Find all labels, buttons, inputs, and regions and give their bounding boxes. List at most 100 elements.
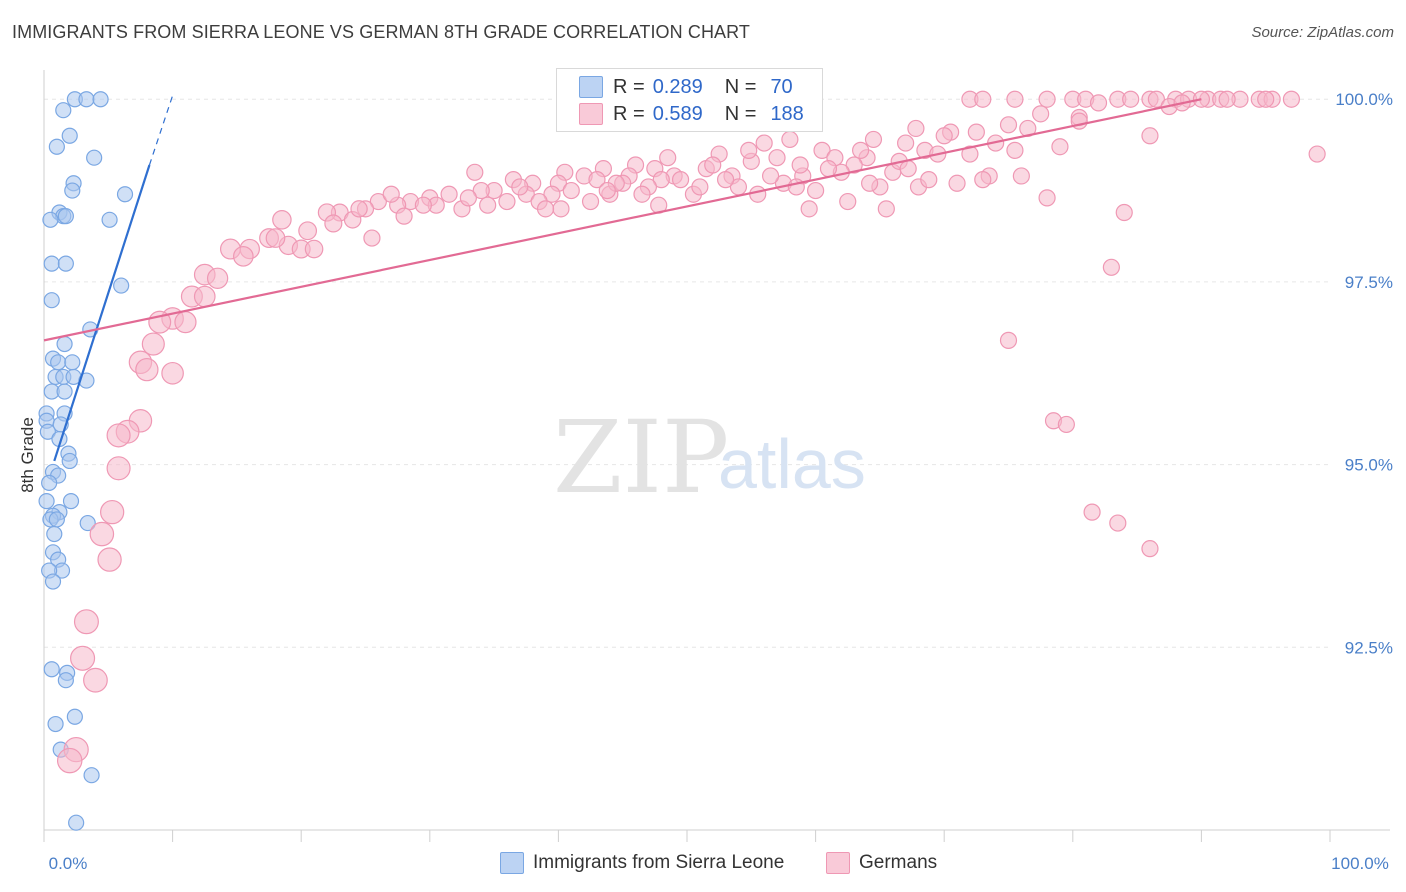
- point-germans: [440, 185, 458, 203]
- point-germans: [845, 156, 863, 174]
- point-germans: [1147, 90, 1165, 108]
- point-germans: [691, 178, 709, 196]
- point-sierra-leone: [56, 383, 73, 400]
- point-germans: [852, 141, 870, 159]
- point-germans: [161, 361, 184, 385]
- series-swatch-sierra-leone: [500, 852, 524, 874]
- point-germans: [395, 207, 413, 225]
- point-sierra-leone: [48, 138, 65, 155]
- point-germans: [999, 116, 1018, 134]
- point-germans: [588, 171, 606, 189]
- point-germans: [974, 171, 992, 189]
- point-germans: [193, 285, 216, 308]
- watermark-atlas: atlas: [718, 425, 866, 503]
- point-germans: [206, 267, 229, 289]
- point-germans: [1089, 94, 1108, 112]
- point-germans: [233, 246, 254, 267]
- point-sierra-leone: [92, 91, 109, 108]
- point-sierra-leone: [64, 182, 81, 199]
- series-legend-sierra-leone: Immigrants from Sierra Leone: [500, 852, 784, 874]
- point-germans: [791, 156, 809, 174]
- point-sierra-leone: [41, 474, 58, 491]
- point-sierra-leone: [57, 672, 74, 689]
- point-germans: [598, 181, 616, 200]
- point-germans: [1038, 189, 1056, 207]
- point-germans: [1218, 90, 1236, 108]
- point-germans: [1115, 203, 1133, 222]
- point-germans: [935, 127, 953, 145]
- point-germans: [382, 185, 400, 203]
- point-sierra-leone: [101, 211, 118, 228]
- series-label-germans: Germans: [859, 852, 938, 873]
- point-germans: [141, 332, 165, 356]
- point-germans: [97, 547, 122, 572]
- x-tick-label-min: 0.0%: [49, 854, 88, 873]
- watermark-zip: ZIP: [553, 399, 729, 516]
- point-germans: [1109, 514, 1127, 532]
- point-germans: [135, 357, 159, 382]
- point-germans: [899, 160, 917, 178]
- point-germans: [459, 189, 477, 207]
- point-sierra-leone: [47, 715, 64, 733]
- y-tick-label: 92.5%: [1345, 638, 1393, 657]
- x-tick-label-max: 100.0%: [1331, 854, 1389, 873]
- point-germans: [73, 609, 99, 635]
- point-germans: [948, 174, 966, 192]
- stats-legend: R = 0.289 N = 70 R = 0.589 N = 188: [556, 68, 823, 132]
- point-germans: [999, 331, 1018, 349]
- legend-n-label: N =: [724, 102, 757, 125]
- point-germans: [749, 185, 767, 203]
- point-germans: [800, 200, 818, 218]
- legend-row-germans: R = 0.589 N = 188: [579, 102, 804, 126]
- point-germans: [89, 521, 115, 547]
- point-germans: [298, 221, 318, 241]
- point-sierra-leone: [44, 573, 62, 590]
- point-germans: [369, 192, 387, 211]
- point-sierra-leone: [78, 91, 95, 108]
- point-germans: [716, 171, 735, 189]
- point-sierra-leone: [57, 208, 74, 225]
- point-germans: [671, 171, 690, 189]
- point-germans: [877, 200, 895, 218]
- point-germans: [562, 181, 580, 200]
- legend-n-value: 70: [770, 75, 793, 98]
- point-germans: [1006, 141, 1024, 159]
- tick-labels: 92.5% 95.0% 97.5% 100.0% 0.0% 100.0%: [49, 90, 1393, 873]
- point-sierra-leone: [83, 767, 100, 784]
- point-germans: [704, 156, 722, 174]
- chart-title: IMMIGRANTS FROM SIERRA LEONE VS GERMAN 8…: [12, 22, 751, 42]
- series-legend-germans: Germans: [826, 852, 937, 874]
- axes: [43, 70, 1390, 842]
- series-swatch-germans: [826, 852, 850, 874]
- point-germans: [581, 192, 600, 211]
- point-germans: [740, 141, 758, 159]
- point-sierra-leone: [61, 452, 78, 470]
- point-germans: [920, 171, 938, 189]
- point-germans: [100, 499, 125, 525]
- point-germans: [56, 747, 83, 774]
- point-sierra-leone: [57, 255, 74, 272]
- point-germans: [1012, 167, 1030, 185]
- legend-swatch-sierra-leone: [579, 76, 603, 98]
- point-germans: [819, 160, 838, 178]
- trend-line-sierra-leone: [53, 164, 151, 462]
- legend-n-value: 188: [770, 102, 804, 125]
- point-germans: [761, 167, 780, 185]
- point-germans: [768, 149, 786, 167]
- legend-r-value: 0.289: [652, 75, 703, 98]
- trend-lines: [43, 95, 1202, 462]
- y-axis-label: 8th Grade: [18, 417, 37, 493]
- point-germans: [70, 645, 96, 671]
- point-germans: [272, 210, 292, 230]
- legend-r-value: 0.589: [652, 102, 703, 125]
- point-germans: [511, 178, 529, 196]
- point-germans: [1057, 415, 1075, 434]
- point-germans: [83, 667, 108, 693]
- point-germans: [974, 90, 992, 108]
- point-sierra-leone: [43, 255, 60, 272]
- point-germans: [839, 192, 857, 211]
- legend-r-label: R =: [613, 102, 645, 125]
- point-sierra-leone: [86, 149, 103, 166]
- point-sierra-leone: [55, 102, 72, 119]
